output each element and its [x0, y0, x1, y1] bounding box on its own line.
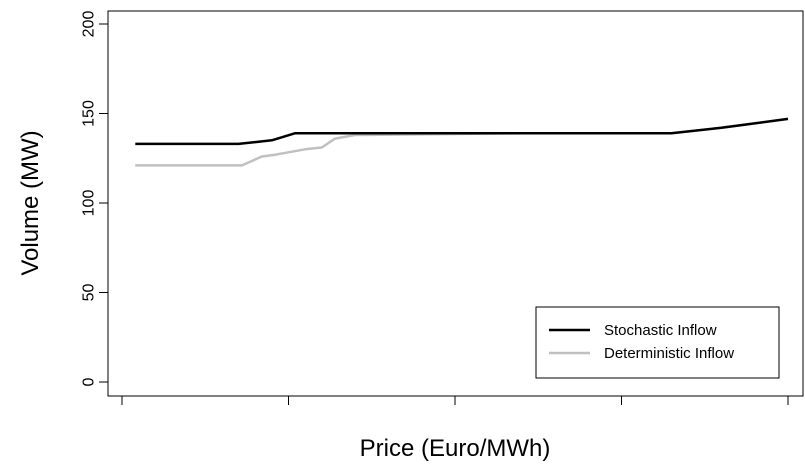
- y-tick-label: 150: [81, 100, 98, 127]
- y-tick-label: 200: [81, 11, 98, 38]
- legend-label-deterministic: Deterministic Inflow: [604, 345, 734, 362]
- x-axis-title: Price (Euro/MWh): [360, 435, 551, 462]
- y-tick-label: 50: [81, 284, 98, 302]
- y-axis-title: Volume (MW): [17, 130, 44, 275]
- y-tick-label: 0: [81, 377, 98, 386]
- legend-label-stochastic: Stochastic Inflow: [604, 322, 717, 339]
- series-layer: [135, 117, 789, 167]
- legend-box: [535, 306, 780, 379]
- x-axis: [121, 395, 789, 405]
- y-axis: 0 50 100 150 200: [81, 11, 109, 386]
- legend: Stochastic Inflow Deterministic Inflow: [535, 306, 780, 379]
- y-tick-label: 100: [81, 190, 98, 217]
- series-line-deterministic: [135, 117, 789, 167]
- series-line-stochastic: [135, 117, 789, 146]
